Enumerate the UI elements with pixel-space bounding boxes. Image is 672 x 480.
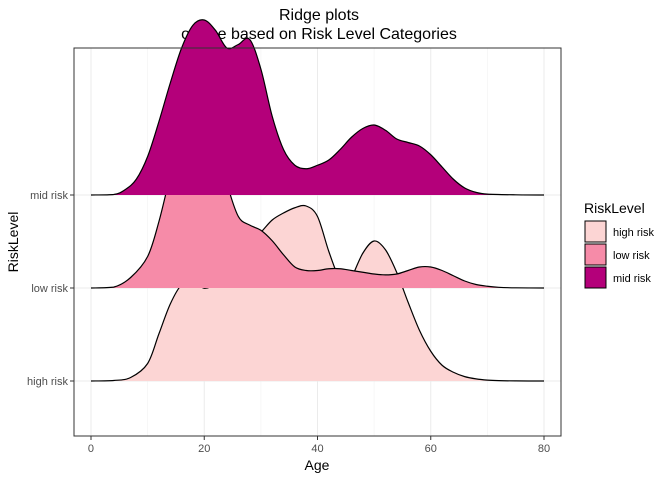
y-axis-title: RiskLevel — [5, 212, 21, 273]
chart-title-line1: Ridge plots — [279, 7, 359, 24]
ridge-line-mid-risk — [90, 19, 545, 196]
y-tick-label: high risk — [27, 376, 68, 388]
ridges — [90, 19, 545, 382]
legend-title: RiskLevel — [584, 200, 645, 216]
chart-title-line2: of Age based on Risk Level Categories — [181, 26, 457, 43]
legend-key-mid-risk — [584, 266, 607, 289]
legend-label-low-risk: low risk — [613, 250, 650, 262]
axes: 0 20 40 60 80 high risk low risk mid risk — [27, 190, 550, 455]
legend-label-mid-risk: mid risk — [613, 273, 651, 285]
legend-label-high-risk: high risk — [613, 227, 654, 239]
x-tick-label: 80 — [538, 443, 550, 455]
x-tick-label: 40 — [311, 443, 323, 455]
y-tick-label: mid risk — [30, 190, 68, 202]
x-tick-label: 0 — [88, 443, 94, 455]
x-axis-title: Age — [305, 457, 330, 473]
ridge-fill-mid-risk — [90, 19, 545, 196]
y-tick-label: low risk — [31, 283, 68, 295]
x-tick-label: 60 — [425, 443, 437, 455]
legend: RiskLevel high risk low risk mid risk — [584, 200, 654, 289]
legend-key-low-risk — [584, 243, 607, 266]
ridge-fill-high-risk — [90, 205, 545, 381]
x-tick-label: 20 — [198, 443, 210, 455]
legend-key-high-risk — [584, 220, 607, 243]
